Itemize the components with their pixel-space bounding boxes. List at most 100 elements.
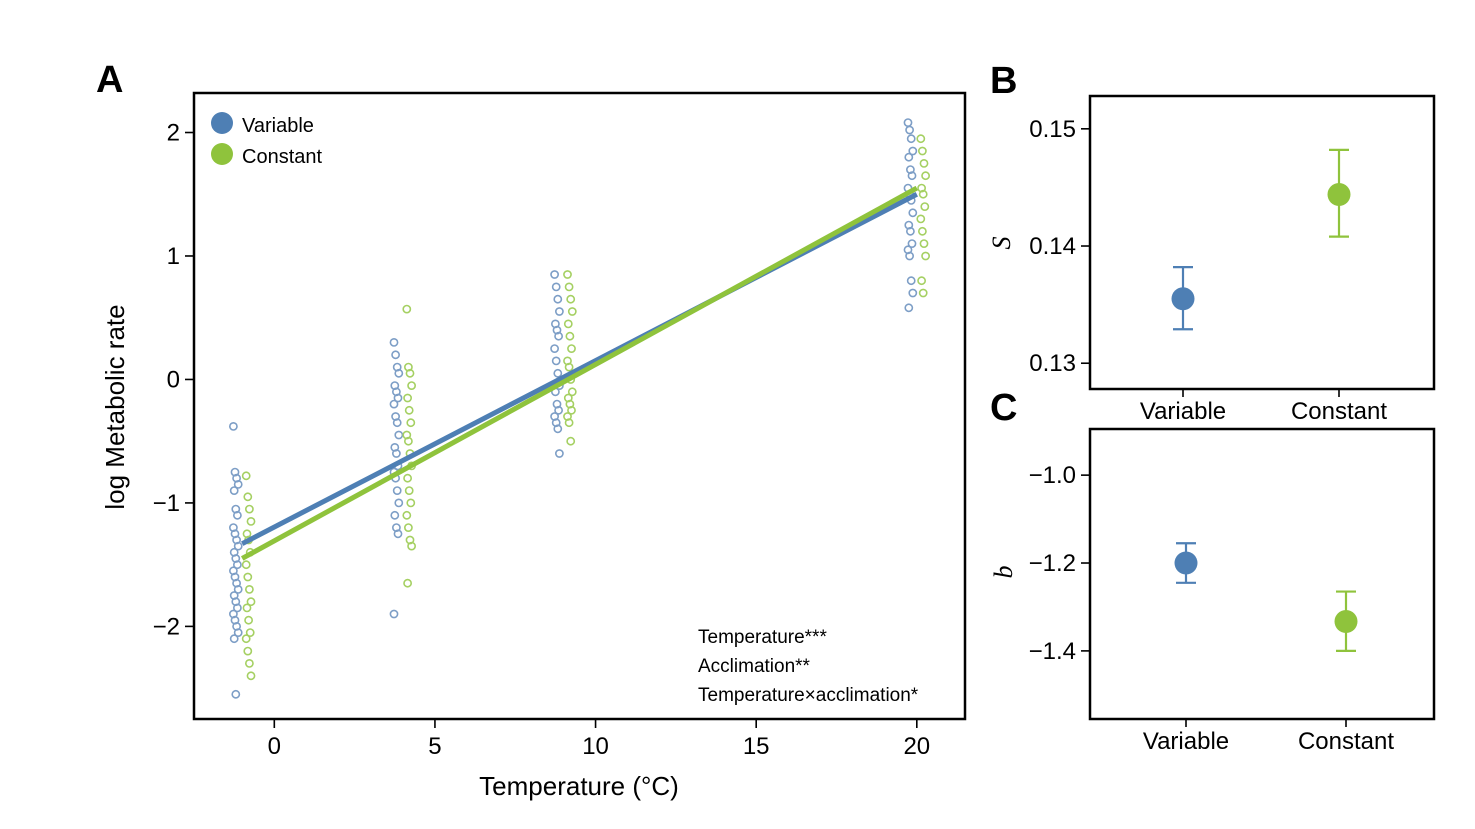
legend-marker-variable bbox=[211, 112, 233, 134]
panel-b-y-tick-label: 0.15 bbox=[1029, 116, 1076, 143]
data-point-variable bbox=[554, 405, 563, 415]
panel-c-y-axis-title: b bbox=[989, 566, 1018, 579]
data-point-variable bbox=[232, 603, 242, 613]
data-point-constant bbox=[402, 510, 412, 520]
panel-b-point-variable bbox=[1171, 287, 1195, 311]
fit-line-variable bbox=[241, 192, 918, 546]
x-tick-label: 5 bbox=[428, 733, 441, 760]
data-point-constant bbox=[918, 189, 928, 199]
x-tick-label: 20 bbox=[903, 733, 930, 760]
annotation-acclimation: Acclimation** bbox=[698, 656, 811, 677]
panel-a-y-axis-title: log Metabolic rate bbox=[100, 304, 130, 509]
panel-a-significance-notes: Temperature*** Acclimation** Temperature… bbox=[698, 627, 919, 706]
data-point-constant bbox=[243, 572, 253, 582]
data-point-constant bbox=[241, 560, 251, 570]
data-point-variable bbox=[904, 303, 914, 313]
panel-letter-b: B bbox=[990, 60, 1017, 102]
panel-c-frame bbox=[1088, 427, 1436, 721]
panel-a-legend: Variable Constant bbox=[211, 112, 322, 168]
data-point-constant bbox=[241, 634, 251, 644]
data-point-variable bbox=[553, 294, 563, 304]
data-point-variable bbox=[906, 276, 916, 286]
data-point-constant bbox=[244, 615, 253, 625]
panel-c-y-tick-label: −1.2 bbox=[1029, 550, 1076, 577]
data-point-constant bbox=[402, 304, 412, 314]
data-point-constant bbox=[563, 270, 572, 279]
data-point-constant bbox=[916, 134, 926, 144]
data-point-constant bbox=[246, 597, 256, 607]
panel-b-points bbox=[1171, 148, 1351, 331]
data-point-constant bbox=[244, 504, 254, 514]
panel-c: C −1.0 −1.2 −1.4 Variable Constant b bbox=[989, 387, 1436, 755]
data-point-variable bbox=[233, 479, 243, 489]
x-tick-label: 0 bbox=[268, 733, 281, 760]
data-point-constant bbox=[406, 418, 416, 428]
panel-b-y-tick-label: 0.14 bbox=[1029, 233, 1076, 260]
annotation-interaction: Temperature×acclimation* bbox=[698, 685, 919, 706]
data-point-variable bbox=[907, 171, 917, 181]
data-point-constant bbox=[919, 239, 929, 248]
data-point-constant bbox=[921, 171, 930, 181]
panel-b-x-tick-label: Variable bbox=[1140, 398, 1226, 425]
data-point-variable bbox=[389, 609, 399, 619]
data-point-variable bbox=[391, 350, 400, 360]
data-point-variable bbox=[232, 560, 242, 570]
data-point-constant bbox=[244, 659, 254, 668]
data-point-constant bbox=[242, 603, 252, 613]
panel-a-x-axis: 0 5 10 15 20 bbox=[268, 719, 930, 760]
data-point-variable bbox=[554, 331, 563, 341]
data-point-variable bbox=[394, 498, 404, 508]
data-point-constant bbox=[403, 436, 413, 446]
data-point-constant bbox=[245, 628, 255, 637]
data-point-variable bbox=[906, 226, 915, 236]
panel-b-frame bbox=[1088, 94, 1436, 391]
data-point-variable bbox=[392, 418, 402, 428]
panel-a-fit-lines bbox=[240, 185, 919, 561]
data-point-variable bbox=[903, 118, 913, 127]
data-point-variable bbox=[232, 510, 242, 520]
data-point-variable bbox=[906, 134, 916, 144]
data-point-variable bbox=[908, 146, 918, 156]
panel-a: A 0 5 10 15 20 −2 −1 0 1 2 Temperature (°C) log … bbox=[96, 59, 967, 801]
panel-b-y-axis: 0.13 0.14 0.15 bbox=[1029, 116, 1090, 377]
data-point-constant bbox=[403, 393, 412, 403]
annotation-temperature: Temperature*** bbox=[698, 627, 827, 648]
data-point-constant bbox=[918, 288, 928, 298]
data-point-constant bbox=[407, 381, 416, 390]
panel-b-y-tick-label: 0.13 bbox=[1029, 350, 1076, 377]
data-point-variable bbox=[551, 356, 561, 366]
panel-a-frame bbox=[192, 91, 967, 721]
panel-a-points bbox=[228, 118, 930, 699]
panel-c-y-axis: −1.0 −1.2 −1.4 bbox=[1029, 462, 1090, 665]
data-point-constant bbox=[566, 294, 576, 304]
data-point-variable bbox=[392, 486, 402, 495]
data-point-constant bbox=[921, 251, 930, 261]
y-tick-label: 1 bbox=[167, 243, 180, 270]
panel-c-y-tick-label: −1.0 bbox=[1029, 462, 1076, 489]
data-point-constant bbox=[243, 646, 253, 656]
data-point-constant bbox=[567, 344, 576, 353]
data-point-variable bbox=[393, 529, 403, 539]
data-point-variable bbox=[233, 541, 243, 551]
data-point-constant bbox=[244, 585, 254, 594]
data-point-variable bbox=[393, 393, 403, 403]
data-point-constant bbox=[404, 486, 414, 495]
data-point-constant bbox=[566, 436, 576, 446]
data-point-constant bbox=[403, 523, 413, 532]
data-point-variable bbox=[555, 307, 564, 316]
data-point-constant bbox=[405, 368, 415, 378]
y-tick-label: 0 bbox=[167, 366, 180, 393]
data-point-variable bbox=[389, 399, 399, 409]
data-point-constant bbox=[246, 517, 256, 526]
data-point-variable bbox=[908, 288, 918, 298]
panel-c-point-variable bbox=[1174, 551, 1198, 575]
panel-c-y-tick-label: −1.4 bbox=[1029, 638, 1076, 665]
data-point-variable bbox=[228, 421, 238, 431]
data-point-variable bbox=[907, 239, 917, 248]
data-point-variable bbox=[391, 449, 401, 458]
data-point-variable bbox=[553, 424, 563, 434]
panel-c-x-axis: Variable Constant bbox=[1143, 719, 1394, 755]
data-point-variable bbox=[904, 152, 914, 162]
data-point-variable bbox=[233, 628, 243, 637]
data-point-variable bbox=[229, 634, 239, 644]
